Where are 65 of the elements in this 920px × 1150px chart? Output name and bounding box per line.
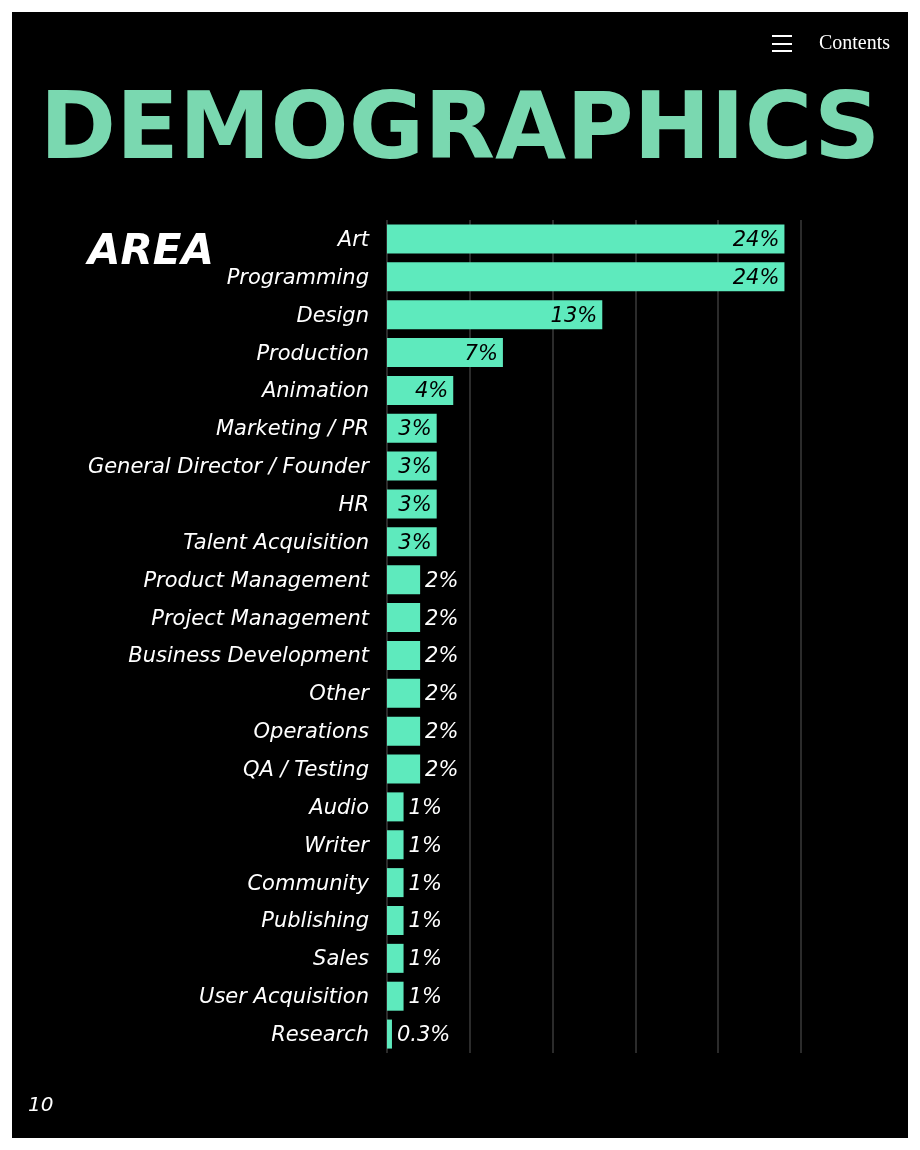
data-label: 2% [425, 605, 459, 630]
y-tick-label: HR [338, 491, 369, 516]
data-label: 1% [408, 908, 442, 933]
data-label: 2% [425, 643, 459, 668]
y-tick-label: Publishing [261, 908, 369, 933]
data-label: 0.3% [396, 1022, 451, 1047]
y-tick-label: Writer [304, 832, 371, 857]
bar [387, 262, 785, 292]
bar [387, 792, 404, 822]
bar [387, 678, 421, 708]
bar [387, 716, 421, 746]
data-label: 1% [408, 832, 442, 857]
bar [387, 300, 603, 330]
y-tick-label: Production [256, 340, 369, 365]
y-tick-label: Design [296, 302, 369, 327]
bar [387, 640, 421, 670]
y-tick-label: Operations [253, 719, 370, 744]
y-tick-label: User Acquisition [199, 984, 369, 1009]
data-label: 24% [732, 226, 780, 251]
bar [387, 981, 404, 1011]
data-label: 3% [398, 454, 432, 479]
y-tick-label: Marketing / PR [215, 416, 369, 441]
y-tick-label: General Director / Founder [87, 454, 371, 479]
y-tick-label: Art [335, 226, 370, 251]
data-label: 2% [425, 757, 459, 782]
y-tick-label: Audio [307, 794, 369, 819]
text: 10 [28, 1092, 54, 1116]
bar [387, 830, 404, 860]
data-label: 7% [464, 340, 498, 365]
data-label: 2% [425, 681, 459, 706]
y-tick-label: Community [247, 870, 370, 895]
data-label: 3% [398, 491, 432, 516]
y-tick-label: Research [271, 1022, 369, 1047]
bar [387, 603, 421, 633]
bar [387, 943, 404, 973]
y-tick-label: Animation [259, 378, 369, 403]
chart-subtitle: AREA [85, 224, 215, 274]
bar [387, 224, 785, 254]
data-label: 24% [732, 264, 780, 289]
y-tick-label: Product Management [143, 567, 370, 592]
y-tick-label: QA / Testing [242, 757, 369, 782]
y-tick-label: Business Development [128, 643, 370, 668]
data-label: 3% [398, 529, 432, 554]
y-tick-label: Sales [313, 946, 370, 971]
data-label: 1% [408, 870, 442, 895]
bar [387, 905, 404, 935]
data-label: 1% [408, 794, 442, 819]
y-tick-label: Talent Acquisition [183, 529, 369, 554]
bar [387, 565, 421, 595]
y-tick-label: Other [309, 681, 371, 706]
bar [387, 754, 421, 784]
bar [387, 338, 503, 368]
data-label: 1% [408, 946, 442, 971]
chart-title: DEMOGRAPHICS [39, 73, 881, 180]
data-label: 2% [425, 567, 459, 592]
data-label: 13% [550, 302, 598, 327]
bar [387, 868, 404, 898]
bar [387, 1019, 392, 1049]
y-tick-label: Project Management [151, 605, 370, 630]
text: Contents [818, 31, 891, 53]
data-label: 2% [425, 719, 459, 744]
data-label: 4% [414, 378, 449, 403]
data-label: 3% [398, 416, 432, 441]
data-label: 1% [408, 984, 442, 1009]
y-tick-label: Programming [226, 264, 369, 289]
